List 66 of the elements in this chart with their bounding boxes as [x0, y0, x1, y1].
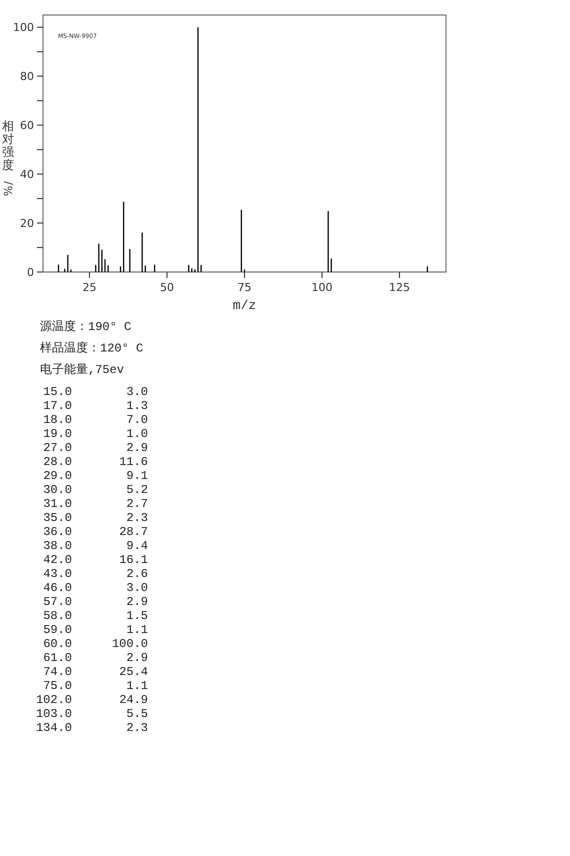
x-tick-label: 25	[82, 281, 96, 294]
text: 7.0	[126, 413, 148, 427]
y-tick-label: 60	[20, 119, 34, 132]
x-axis-title: m/z	[232, 298, 256, 313]
text: 5.5	[126, 707, 148, 721]
text: 2.9	[126, 441, 148, 455]
text: 3.0	[126, 581, 148, 595]
text: 60.0	[43, 637, 72, 651]
text: 2.9	[126, 595, 148, 609]
text: 30.0	[43, 483, 72, 497]
y-tick-label: 20	[20, 217, 34, 230]
text: 57.0	[43, 595, 72, 609]
y-tick-label: 0	[27, 266, 34, 279]
text: 46.0	[43, 581, 72, 595]
text: 1.3	[126, 399, 148, 413]
text: 61.0	[43, 651, 72, 665]
x-tick-label: 125	[389, 281, 410, 294]
text: 17.0	[43, 399, 72, 413]
text: 9.1	[126, 469, 148, 483]
y-tick-label: 80	[20, 70, 34, 84]
y-tick-label: 100	[13, 21, 34, 34]
text: 1.0	[126, 427, 148, 441]
text: 样品温度：120° C	[40, 340, 144, 356]
text: 2.7	[126, 497, 148, 511]
text: 36.0	[43, 525, 72, 539]
text: 35.0	[43, 511, 72, 525]
x-tick-label: 75	[238, 281, 252, 294]
text: 18.0	[43, 413, 72, 427]
text: 25.4	[119, 665, 148, 679]
text: 源温度：190° C	[40, 319, 132, 334]
text: 3.0	[126, 385, 148, 399]
text: 1.1	[126, 623, 148, 637]
text: 16.1	[119, 553, 148, 567]
text: 43.0	[43, 567, 72, 581]
y-tick-label: 40	[20, 168, 34, 182]
text: 2.3	[126, 721, 148, 735]
text: 2.9	[126, 651, 148, 665]
text: 24.9	[119, 693, 148, 707]
text: 75.0	[43, 679, 72, 693]
text: 100.0	[112, 637, 148, 651]
text: 38.0	[43, 539, 72, 553]
text: 9.4	[126, 539, 148, 553]
text: 31.0	[43, 497, 72, 511]
text: 42.0	[43, 553, 72, 567]
text: 电子能量,75ev	[40, 363, 124, 377]
text: 2.6	[126, 567, 148, 581]
text: 58.0	[43, 609, 72, 623]
text: 27.0	[43, 441, 72, 455]
text: 5.2	[126, 483, 148, 497]
text: 1.5	[126, 609, 148, 623]
text: 28.0	[43, 455, 72, 469]
text: 2.3	[126, 511, 148, 525]
text: 134.0	[36, 721, 72, 735]
text: 103.0	[36, 707, 72, 721]
text: 28.7	[119, 525, 148, 539]
text: 1.1	[126, 679, 148, 693]
text: 19.0	[43, 427, 72, 441]
text: 102.0	[36, 693, 72, 707]
y-axis-title: 相对强度/%	[2, 119, 15, 196]
x-tick-label: 100	[312, 281, 332, 294]
text: 29.0	[43, 469, 72, 483]
text: 11.6	[119, 455, 148, 469]
text: 74.0	[43, 665, 72, 679]
text: 59.0	[43, 623, 72, 637]
x-tick-label: 50	[160, 281, 174, 294]
text: 15.0	[43, 385, 72, 399]
